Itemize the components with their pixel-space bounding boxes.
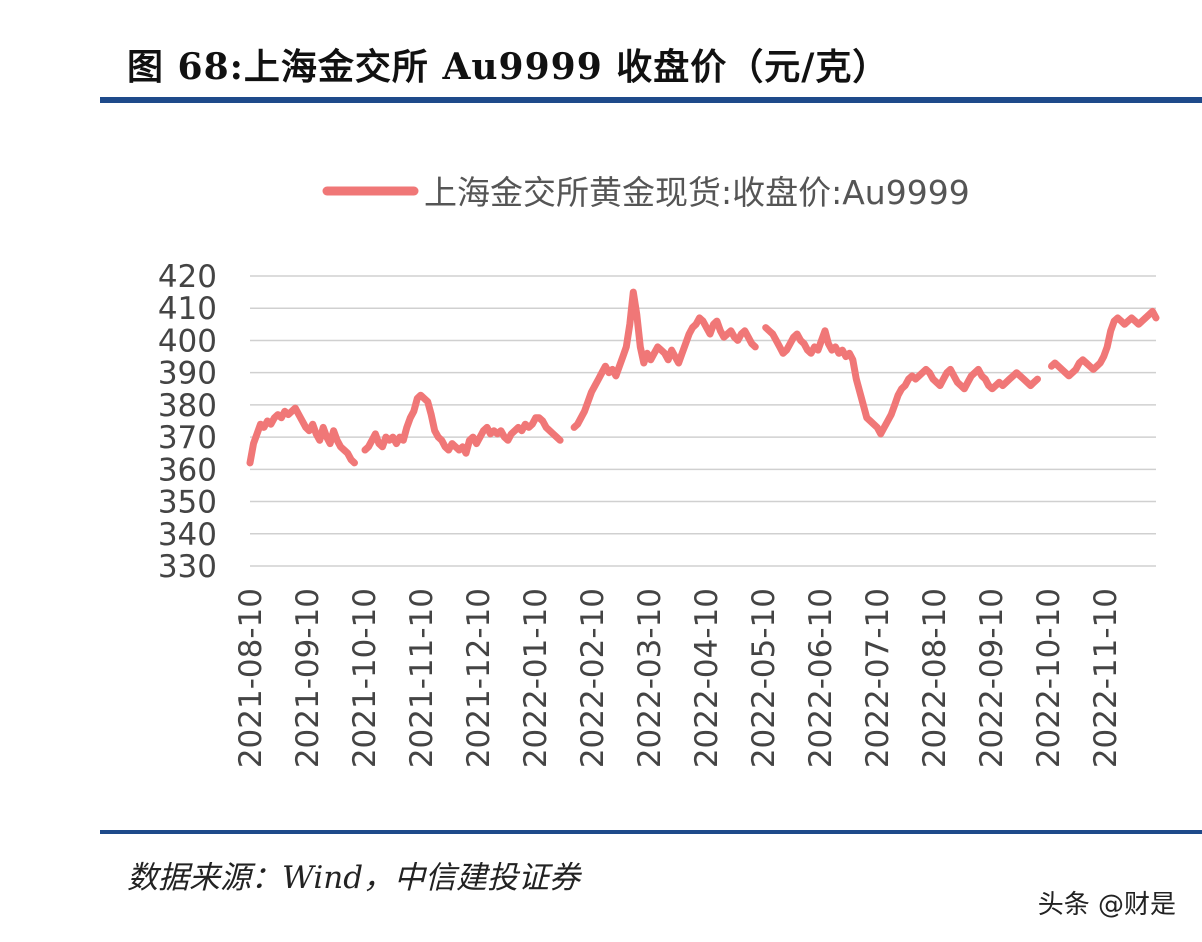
y-tick-label: 330: [158, 549, 217, 585]
x-tick-label: 2022-09-10: [974, 588, 1010, 768]
x-tick-label: 2022-04-10: [689, 588, 725, 768]
x-tick-label: 2022-05-10: [746, 588, 782, 768]
chart-legend: 上海金交所黄金现货:收盘价:Au9999: [322, 173, 970, 212]
y-tick-label: 410: [158, 291, 217, 327]
series-line-segment-3: [570, 288, 759, 431]
x-tick-label: 2022-10-10: [1031, 588, 1067, 768]
x-tick-label: 2021-12-10: [461, 588, 497, 768]
legend-label: 上海金交所黄金现货:收盘价:Au9999: [424, 173, 970, 212]
y-tick-label: 350: [158, 485, 217, 521]
bottom-rule: [100, 830, 1202, 834]
series-line-segment-4: [762, 324, 1041, 438]
x-tick-label: 2022-08-10: [917, 588, 953, 768]
watermark-text: 头条 @财是: [1037, 890, 1176, 920]
x-tick-label: 2021-11-10: [404, 588, 440, 768]
top-rule: [100, 97, 1202, 103]
y-tick-label: 380: [158, 388, 217, 424]
x-tick-label: 2021-10-10: [347, 588, 383, 768]
grid-lines: [250, 275, 1156, 567]
x-axis-tick-labels: 2021-08-10 2021-09-10 2021-10-10 2021-11-10…: [233, 588, 1124, 768]
series-line-segment-1: [246, 404, 358, 467]
y-tick-label: 390: [158, 356, 217, 392]
x-tick-label: 2022-03-10: [632, 588, 668, 768]
x-tick-label: 2022-11-10: [1088, 588, 1124, 768]
series-line-segment-5: [1048, 307, 1160, 380]
x-tick-label: 2022-07-10: [860, 588, 896, 768]
x-tick-label: 2021-09-10: [290, 588, 326, 768]
x-tick-label: 2022-01-10: [518, 588, 554, 768]
source-note: 数据来源：Wind，中信建投证券: [127, 860, 581, 896]
x-tick-label: 2021-08-10: [233, 588, 269, 768]
series-line-segment-2: [361, 391, 564, 457]
y-tick-label: 340: [158, 517, 217, 553]
x-tick-label: 2022-02-10: [575, 588, 611, 768]
y-tick-label: 400: [158, 323, 217, 359]
y-tick-label: 420: [158, 259, 217, 295]
figure-title: 图 68:上海金交所 Au9999 收盘价（元/克）: [127, 46, 890, 88]
y-tick-label: 370: [158, 420, 217, 456]
series-lines: [246, 288, 1160, 467]
x-tick-label: 2022-06-10: [803, 588, 839, 768]
y-tick-label: 360: [158, 452, 217, 488]
